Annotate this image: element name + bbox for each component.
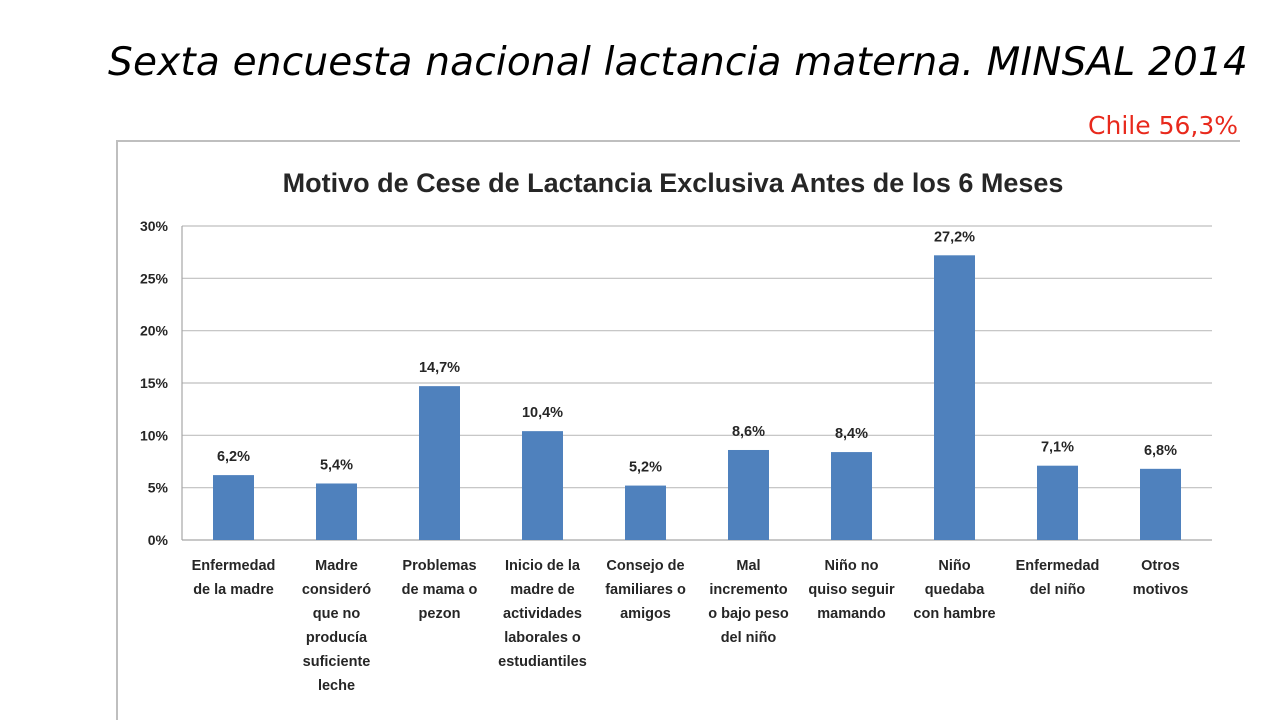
bar	[316, 483, 357, 540]
bar	[625, 485, 666, 540]
national-rate-note: Chile 56,3%	[1088, 111, 1238, 140]
category-label: Inicio de la	[505, 558, 581, 574]
category-label: Niño	[938, 558, 970, 574]
category-label: producía	[306, 630, 368, 646]
category-label: Otros	[1141, 558, 1180, 574]
category-label: laborales o	[504, 630, 581, 646]
data-label: 5,4%	[320, 457, 353, 473]
category-label: de la madre	[193, 582, 274, 598]
category-label: de mama o	[402, 582, 478, 598]
bar-chart: Motivo de Cese de Lactancia Exclusiva An…	[140, 168, 1212, 694]
category-label: del niño	[721, 630, 777, 646]
data-label: 8,6%	[732, 424, 765, 440]
bar	[1140, 468, 1181, 540]
y-tick-label: 30%	[140, 218, 169, 234]
category-label: incremento	[709, 582, 787, 598]
bar	[831, 452, 872, 540]
slide-title: Sexta encuesta nacional lactancia matern…	[108, 40, 1249, 85]
y-tick-label: 5%	[148, 480, 169, 496]
category-label: del niño	[1030, 582, 1086, 598]
category-label: Niño no	[825, 558, 879, 574]
category-label: Problemas	[402, 558, 476, 574]
y-tick-label: 15%	[140, 375, 169, 391]
category-label: suficiente	[303, 654, 371, 670]
bar	[213, 475, 254, 540]
category-label: madre de	[510, 582, 574, 598]
category-label: leche	[318, 678, 355, 694]
category-label: mamando	[817, 606, 886, 622]
data-label: 14,7%	[419, 360, 460, 376]
chart-title: Motivo de Cese de Lactancia Exclusiva An…	[283, 168, 1064, 198]
category-label: Enfermedad	[1016, 558, 1100, 574]
category-label: Mal	[736, 558, 760, 574]
data-label: 10,4%	[522, 405, 563, 421]
bar	[419, 386, 460, 540]
data-label: 27,2%	[934, 229, 975, 245]
category-label: Madre	[315, 558, 358, 574]
data-label: 6,8%	[1144, 443, 1177, 459]
y-tick-label: 10%	[140, 427, 169, 443]
y-tick-label: 25%	[140, 270, 169, 286]
bar	[728, 449, 769, 540]
category-label: que no	[313, 606, 361, 622]
bar	[934, 255, 975, 540]
y-tick-label: 0%	[148, 532, 169, 548]
bar	[1037, 465, 1078, 540]
category-label: consideró	[302, 582, 371, 598]
chart-container: Motivo de Cese de Lactancia Exclusiva An…	[116, 140, 1240, 720]
category-label: quiso seguir	[808, 582, 895, 598]
category-label: familiares o	[605, 582, 686, 598]
category-label: estudiantiles	[498, 654, 587, 670]
category-label: Enfermedad	[192, 558, 276, 574]
category-label: amigos	[620, 606, 671, 622]
category-label: Consejo de	[606, 558, 684, 574]
data-label: 6,2%	[217, 449, 250, 465]
category-label: motivos	[1133, 582, 1189, 598]
y-tick-label: 20%	[140, 323, 169, 339]
category-label: con hambre	[913, 606, 995, 622]
bar	[522, 431, 563, 540]
category-label: pezon	[419, 606, 461, 622]
category-label: o bajo peso	[708, 606, 789, 622]
data-label: 8,4%	[835, 426, 868, 442]
data-label: 5,2%	[629, 460, 662, 476]
category-label: quedaba	[925, 582, 986, 598]
data-label: 7,1%	[1041, 440, 1074, 456]
category-label: actividades	[503, 606, 582, 622]
